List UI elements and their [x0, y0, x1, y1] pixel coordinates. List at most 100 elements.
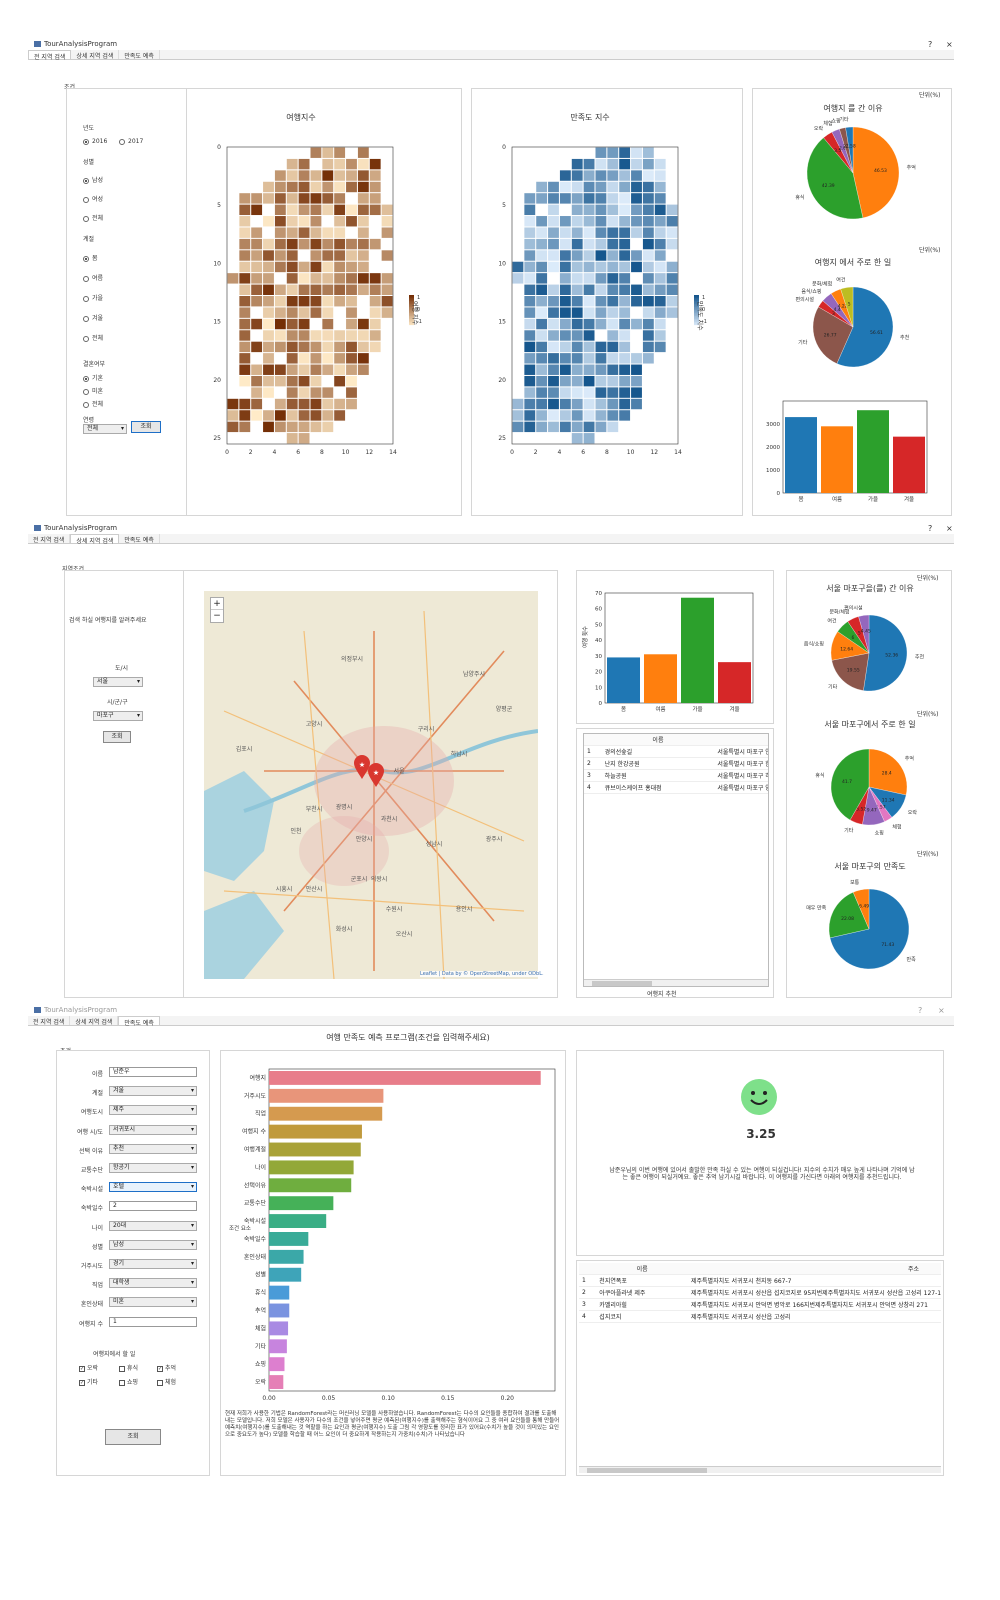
field-combo[interactable]: 경기 — [109, 1259, 197, 1269]
radio-dot — [83, 177, 89, 184]
age-combo[interactable]: 전체 — [83, 424, 127, 434]
radio-gender-female[interactable]: 여성 — [83, 194, 103, 203]
y-tick-label: 숙박일수 — [244, 1235, 267, 1243]
heatmap-cell — [595, 238, 607, 250]
field-combo[interactable]: 남성 — [109, 1239, 197, 1250]
radio-year-2017[interactable]: 2017 — [119, 138, 143, 145]
zoom-out-button[interactable]: − — [213, 611, 221, 621]
zoom-in-button[interactable]: + — [211, 598, 223, 610]
check-experience[interactable]: 체험 — [157, 1377, 176, 1386]
map-attribution[interactable]: Leaflet | Data by © OpenStreetMap, under… — [420, 971, 544, 977]
field-input[interactable]: 1 — [109, 1316, 197, 1327]
check-shopping[interactable]: 쇼핑 — [119, 1377, 138, 1386]
map-view[interactable]: 의정부시 남양주시 구리시 고양시 김포시 부천시 인천 광명시 안양시 과천시 성남시 하남시 수원시… — [204, 591, 538, 979]
heatmap-cell — [263, 250, 274, 261]
radio-dot — [83, 196, 89, 203]
heatmap-cell — [524, 193, 536, 204]
field-label: 혼인상태 — [80, 1301, 103, 1309]
heatmap-cell — [286, 204, 298, 216]
field-combo[interactable]: 호텔 — [109, 1182, 197, 1193]
field-combo[interactable]: 겨울 — [109, 1086, 197, 1097]
tab-prediction[interactable]: 만족도 예측 — [119, 534, 160, 544]
field-input[interactable]: 남준우 — [109, 1067, 197, 1077]
search-button[interactable]: 조회 — [103, 731, 131, 743]
heatmap-cell — [536, 375, 548, 387]
close-button[interactable]: × — [946, 40, 953, 49]
cell: 4 — [579, 1310, 597, 1323]
heatmap-cell — [322, 158, 334, 170]
heatmap-cell — [559, 273, 571, 284]
table-row[interactable]: 3 카멜리아힐 제주특별자치도 서귀포시 안덕면 병악로 166지번제주특별자치도 … — [579, 1298, 941, 1311]
heatmap-cell — [559, 181, 571, 193]
heatmap-cell — [239, 341, 251, 353]
heatmap-cell — [595, 375, 607, 387]
horizontal-scrollbar[interactable] — [579, 1466, 941, 1473]
radio-season-spring[interactable]: 봄 — [83, 253, 98, 262]
field-input[interactable]: 2 — [109, 1201, 197, 1212]
search-button[interactable]: 조회 — [131, 421, 161, 433]
radio-married-no[interactable]: 미혼 — [83, 386, 103, 395]
radio-season-all[interactable]: 전체 — [83, 333, 103, 342]
radio-season-autumn[interactable]: 가을 — [83, 293, 103, 302]
tab-detail-search[interactable]: 상세 지역 검색 — [70, 1016, 119, 1026]
sgg-combo[interactable]: 마포구 — [93, 711, 143, 721]
tab-full-search[interactable]: 전 지역 검색 — [28, 534, 71, 544]
map-place-label: 고양시 — [306, 720, 323, 728]
close-button[interactable]: × — [946, 524, 953, 533]
radio-gender-male[interactable]: 남성 — [83, 175, 103, 184]
colorbar-label: 여행 지수 — [411, 301, 419, 325]
table-row[interactable]: 1 천지연폭포 제주특별자치도 서귀포시 천지동 667-7 — [579, 1274, 941, 1287]
field-label: 숙박시설 — [80, 1186, 103, 1194]
radio-season-winter[interactable]: 겨울 — [83, 313, 103, 322]
table-row[interactable]: 4 섭지코지 제주특별자치도 서귀포시 성산읍 고성리 — [579, 1310, 941, 1323]
field-combo[interactable]: 추천 — [109, 1143, 197, 1154]
heatmap-cell — [607, 273, 619, 284]
check-memory[interactable]: ✓ 추억 — [157, 1363, 176, 1372]
radio-gender-all[interactable]: 전체 — [83, 213, 103, 222]
scroll-thumb[interactable] — [592, 981, 652, 986]
radio-season-summer[interactable]: 여름 — [83, 273, 103, 282]
tab-detail-search[interactable]: 상세 지역 검색 — [71, 50, 120, 60]
tab-prediction[interactable]: 만족도 예측 — [118, 1016, 160, 1027]
predict-button[interactable]: 조회 — [105, 1429, 161, 1445]
horizontal-scrollbar[interactable] — [584, 979, 768, 986]
radio-married-yes[interactable]: 기혼 — [83, 373, 103, 382]
check-label: 오락 — [87, 1365, 99, 1372]
field-combo[interactable]: 20대 — [109, 1220, 197, 1231]
check-etc[interactable]: ✓ 기타 — [79, 1377, 98, 1386]
field-combo[interactable]: 대학생 — [109, 1278, 197, 1289]
help-button[interactable]: ? — [918, 1006, 923, 1015]
tab-detail-search[interactable]: 상세 지역 검색 — [70, 534, 120, 545]
check-rest[interactable]: 휴식 — [119, 1363, 138, 1372]
pie-value-label: 6.49 — [859, 903, 869, 909]
field-combo[interactable]: 서귀포시 — [109, 1124, 197, 1135]
radio-year-2016[interactable]: 2016 — [83, 138, 107, 145]
heatmap-cell — [346, 296, 357, 307]
field-combo[interactable]: 미혼 — [109, 1297, 197, 1308]
heatmap-cell — [322, 250, 334, 261]
tab-full-search[interactable]: 전 지역 검색 — [28, 1016, 71, 1026]
cell: 1 — [584, 745, 602, 758]
help-button[interactable]: ? — [928, 524, 933, 533]
heatmap-cell — [334, 261, 346, 273]
tab-full-search[interactable]: 전 지역 검색 — [28, 50, 72, 61]
heatmap-cell — [559, 398, 571, 410]
table-row[interactable]: 2 아쿠아플라넷 제주 제주특별자치도 서귀포시 성산읍 섭지코지로 95지번제주특… — [579, 1286, 941, 1299]
sido-combo[interactable]: 서울 — [93, 677, 143, 687]
page-heading: 여행 만족도 예측 프로그램(조건을 입력해주세요) — [326, 1033, 490, 1042]
scroll-thumb[interactable] — [587, 1468, 707, 1473]
field-combo[interactable]: 제주 — [109, 1105, 197, 1116]
heatmap-cell — [559, 170, 571, 181]
tab-prediction[interactable]: 만족도 예측 — [119, 50, 160, 60]
radio-married-all[interactable]: 전체 — [83, 399, 103, 408]
field-combo[interactable]: 항공기 — [109, 1163, 197, 1173]
activity-label: 여행지에서 할 일 — [93, 1351, 136, 1358]
close-button[interactable]: × — [938, 1006, 945, 1015]
check-fun[interactable]: ✓ 오락 — [79, 1363, 98, 1372]
help-button[interactable]: ? — [928, 40, 933, 49]
heatmap-cell — [583, 284, 595, 295]
